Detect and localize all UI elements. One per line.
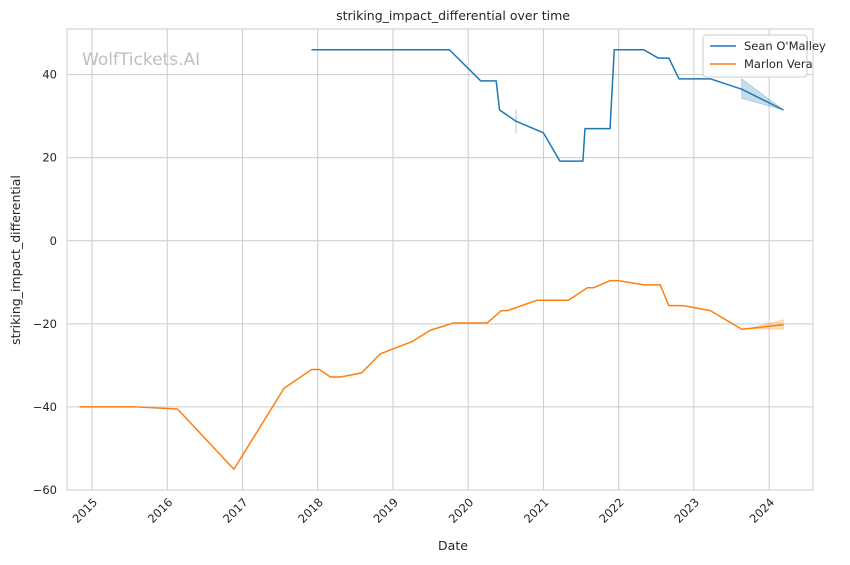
y-tick-label: −60: [33, 483, 57, 497]
y-tick-label: 0: [50, 234, 57, 248]
y-gridlines: [67, 74, 813, 491]
legend-label: Marlon Vera: [744, 57, 813, 71]
y-axis-label: striking_impact_differential: [8, 175, 23, 345]
chart-title: striking_impact_differential over time: [336, 8, 570, 23]
y-tick-label: −20: [33, 317, 57, 331]
plot-area: [66, 28, 814, 491]
y-tick-label: 40: [42, 68, 57, 82]
watermark: WolfTickets.AI: [82, 50, 200, 70]
series-lines: [79, 49, 784, 470]
y-axis-ticks: −60 −40 −20 0 20 40: [33, 68, 57, 497]
legend: Sean O'Malley Marlon Vera: [702, 34, 826, 78]
series-line-1: [79, 279, 784, 470]
series-line-0: [311, 49, 784, 162]
y-tick-label: 20: [42, 151, 57, 165]
x-axis-label: Date: [438, 538, 468, 553]
x-gridlines: [91, 29, 770, 490]
y-tick-label: −40: [33, 400, 57, 414]
legend-label: Sean O'Malley: [744, 39, 826, 53]
